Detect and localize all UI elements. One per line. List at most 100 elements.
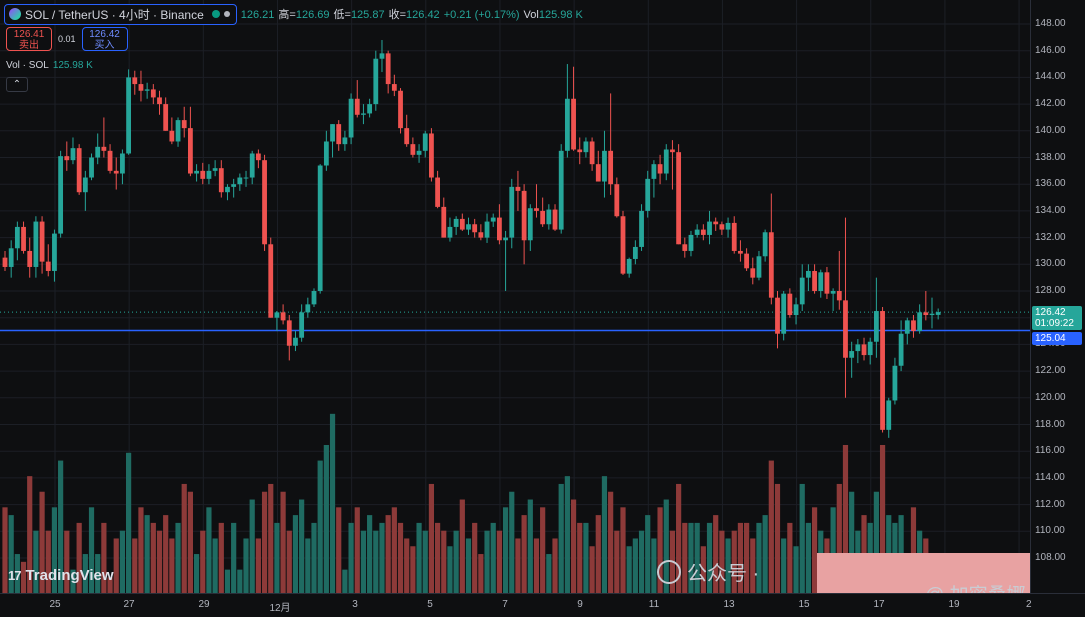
candle-body <box>218 168 224 193</box>
candlestick-chart[interactable] <box>0 0 1030 593</box>
candle-body <box>750 268 756 278</box>
wechat-watermark-text: 公众号 · <box>687 563 760 585</box>
candle-body <box>534 208 539 211</box>
candle-body <box>466 224 471 230</box>
volume-bar <box>385 515 391 593</box>
volume-bar <box>645 515 651 593</box>
volume-bar <box>435 522 441 593</box>
market-status-icon <box>211 10 220 18</box>
volume-bar <box>688 522 694 593</box>
volume-bar <box>682 522 688 593</box>
volume-bar <box>626 546 632 593</box>
candle-body <box>806 270 811 278</box>
price-tick-label: 108.00 <box>1035 552 1066 563</box>
candle-body <box>738 250 743 254</box>
volume-bar <box>527 499 533 593</box>
candle-body <box>120 153 125 174</box>
volume-bar <box>540 507 546 593</box>
volume-bar <box>744 522 750 593</box>
sell-button[interactable]: 126.41 卖出 <box>6 27 52 51</box>
candle-body <box>917 312 923 332</box>
volume-bar <box>8 515 14 593</box>
volume-bar <box>465 538 472 593</box>
volume-bar <box>502 507 509 593</box>
price-tick-label: 116.00 <box>1035 445 1065 457</box>
volume-bar <box>793 546 799 593</box>
candle-body <box>818 272 824 291</box>
volume-bar <box>700 546 706 593</box>
candle-body <box>441 206 447 238</box>
candle-body <box>527 208 533 241</box>
volume-bar <box>756 522 762 593</box>
volume-bar <box>391 507 397 593</box>
volume-bar <box>243 538 249 593</box>
candle-body <box>255 153 261 161</box>
price-tick-label: 110.00 <box>1035 525 1065 537</box>
symbol-label: SOL / TetherUS · 4小时 · Binance <box>25 7 204 22</box>
candle-body <box>200 170 206 179</box>
candle-body <box>225 186 230 193</box>
buy-button[interactable]: 126.42 买入 <box>81 27 128 51</box>
ohlc-label: 高= <box>278 9 296 21</box>
candle-body <box>101 146 107 151</box>
volume-bar <box>830 507 836 593</box>
candle-body <box>237 177 243 185</box>
volume-bar <box>731 530 737 593</box>
volume-bar <box>132 538 138 593</box>
candle-body <box>14 226 20 249</box>
volume-bar <box>719 530 725 593</box>
price-tick-label: 142.00 <box>1035 98 1066 110</box>
candle-body <box>21 226 26 251</box>
candle-body <box>886 400 892 430</box>
candle-body <box>132 77 138 85</box>
volume-bar <box>311 522 317 593</box>
price-tick-label: 120.00 <box>1035 391 1066 403</box>
volume-bar <box>224 569 231 593</box>
collapse-legend-button[interactable]: ⌃ <box>6 77 28 92</box>
candle-body <box>348 98 354 138</box>
time-axis[interactable]: 25 27 29 12月 3 5 7 9 11 13 15 17 19 2 <box>0 593 1085 617</box>
price-axis[interactable]: 148.00 146.00 144.00 142.00 140.00 138.00 136.… <box>1030 0 1085 593</box>
symbol-selector[interactable]: SOL / TetherUS · 4小时 · Binance <box>4 3 237 25</box>
candle-body <box>280 312 286 321</box>
candle-body <box>157 97 162 105</box>
volume-bar <box>88 507 95 593</box>
volume-bar <box>2 507 8 593</box>
volume-bar <box>323 445 329 593</box>
candle-body <box>725 222 731 230</box>
volume-bar <box>181 483 187 593</box>
sell-price: 126.41 <box>13 29 45 40</box>
candle-body <box>76 148 82 193</box>
volume-bar <box>126 452 132 593</box>
volume-bar <box>564 476 570 593</box>
candle-body <box>231 184 237 187</box>
volume-bar <box>781 538 787 593</box>
candle-body <box>459 218 465 230</box>
volume-bar <box>33 530 39 593</box>
volume-bar <box>379 522 385 593</box>
candle-body <box>861 344 867 356</box>
ohlc-value: 125.87 <box>350 9 385 21</box>
candle-body <box>626 258 632 274</box>
volume-bar <box>348 522 354 593</box>
candle-body <box>478 232 484 238</box>
candle-body <box>558 150 564 230</box>
candle-body <box>490 217 496 222</box>
candle-body <box>342 137 348 145</box>
candle-body <box>812 270 817 291</box>
volume-bar <box>255 538 261 593</box>
candle-body <box>317 165 323 291</box>
volume-bar <box>570 499 577 593</box>
volume-bar <box>360 530 367 593</box>
candle-body <box>583 141 589 153</box>
candle-body <box>824 272 830 294</box>
time-tick-label: 7 <box>502 599 508 610</box>
candle-body <box>336 124 342 145</box>
time-tick-label: 3 <box>352 599 358 610</box>
chart-panel[interactable]: SOL / TetherUS · 4小时 · Binance 126.21 高=1… <box>0 0 1049 606</box>
price-tick-label: 118.00 <box>1035 418 1065 430</box>
candle-body <box>663 149 669 174</box>
candle-body <box>911 320 916 332</box>
candle-body <box>354 98 360 115</box>
volume-bar <box>163 515 169 593</box>
